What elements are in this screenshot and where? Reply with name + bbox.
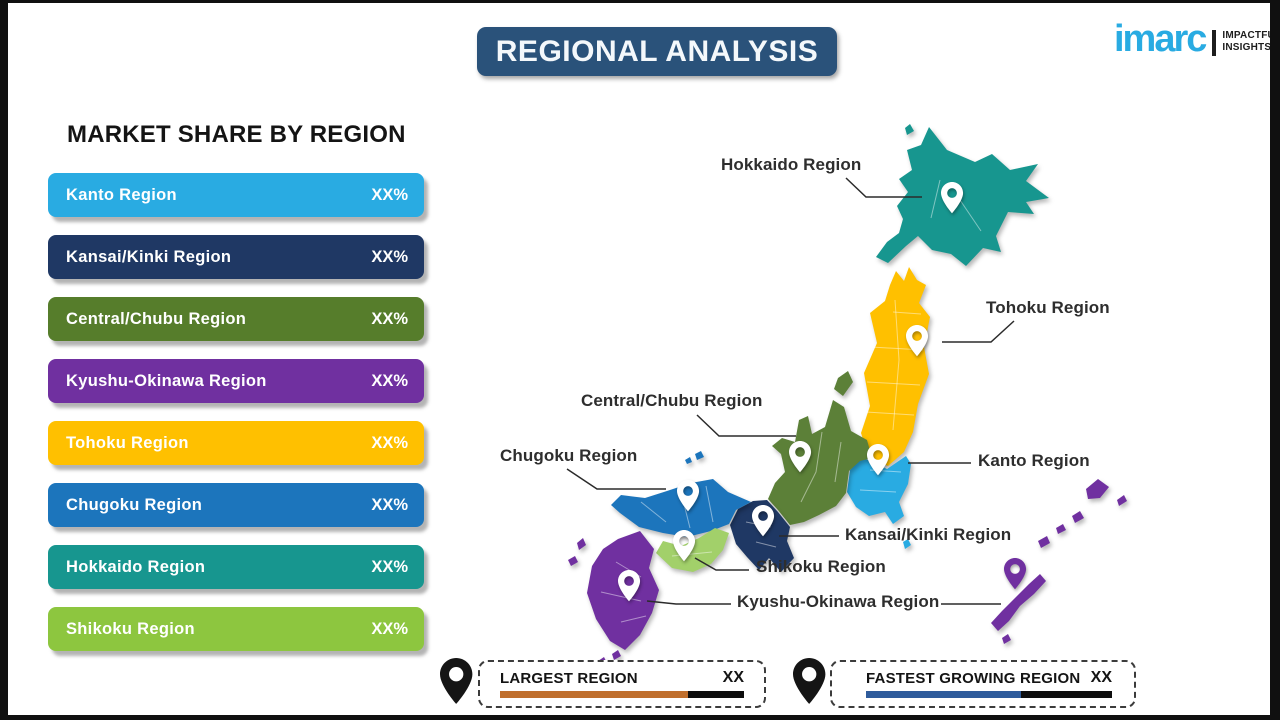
map-region-chugoku <box>611 451 751 537</box>
share-bar-shikoku: Shikoku Region XX% <box>48 607 424 651</box>
fastest-growing-value: XX <box>1090 669 1112 686</box>
largest-region-value: XX <box>722 669 744 686</box>
central-leader-line <box>696 414 796 437</box>
share-bar-hokkaido: Hokkaido Region XX% <box>48 545 424 589</box>
share-bar-value: XX% <box>371 247 408 266</box>
share-bar-label: Hokkaido Region <box>66 557 206 576</box>
fastest-growing-bar-fill <box>866 691 1021 698</box>
share-bar-label: Kansai/Kinki Region <box>66 247 232 266</box>
map-region-shikoku <box>656 528 729 572</box>
fastest-growing-bar <box>866 691 1112 698</box>
largest-region-bar <box>500 691 744 698</box>
logo-tagline: IMPACTFUL INSIGHTS <box>1222 30 1280 53</box>
share-bar-value: XX% <box>371 309 408 328</box>
map-label-shikoku: Shikoku Region <box>756 557 886 576</box>
share-bar-kyushu-okinawa: Kyushu-Okinawa Region XX% <box>48 359 424 403</box>
logo-divider <box>1212 30 1217 56</box>
map-label-tohoku: Tohoku Region <box>986 298 1110 317</box>
share-bar-label: Tohoku Region <box>66 433 189 452</box>
fastest-growing-label: FASTEST GROWING REGION <box>866 669 1081 687</box>
page-title: REGIONAL ANALYSIS <box>477 27 837 76</box>
imarc-logo: imarc IMPACTFUL INSIGHTS <box>1114 18 1280 60</box>
share-bar-value: XX% <box>371 557 408 576</box>
share-bar-central-chubu: Central/Chubu Region XX% <box>48 297 424 341</box>
fastest-growing-pin-icon <box>793 658 826 704</box>
share-bar-value: XX% <box>371 495 408 514</box>
share-bar-label: Central/Chubu Region <box>66 309 247 328</box>
map-label-kanto: Kanto Region <box>978 451 1090 470</box>
largest-region-card: LARGEST REGION XX <box>478 660 766 708</box>
tohoku-leader-line <box>942 320 1015 343</box>
share-bar-kansai: Kansai/Kinki Region XX% <box>48 235 424 279</box>
leader-lines <box>566 177 1015 605</box>
fastest-growing-card: FASTEST GROWING REGION XX <box>830 660 1136 708</box>
map-region-kanto <box>847 456 911 549</box>
market-share-heading: MARKET SHARE BY REGION <box>67 121 406 148</box>
share-bar-tohoku: Tohoku Region XX% <box>48 421 424 465</box>
share-bar-label: Chugoku Region <box>66 495 203 514</box>
map-region-kansai-kinki <box>730 500 794 572</box>
share-bar-chugoku: Chugoku Region XX% <box>48 483 424 527</box>
share-bar-value: XX% <box>371 433 408 452</box>
largest-region-bar-fill <box>500 691 688 698</box>
share-bar-value: XX% <box>371 185 408 204</box>
map-label-kansai-kinki: Kansai/Kinki Region <box>845 525 1012 544</box>
map-label-chugoku: Chugoku Region <box>500 446 638 465</box>
map-label-central-chubu: Central/Chubu Region <box>581 391 763 410</box>
map-region-central-chubu <box>768 371 872 525</box>
shikoku-leader-line <box>694 557 749 571</box>
map-region-tohoku <box>861 267 930 466</box>
page-title-text: REGIONAL ANALYSIS <box>495 34 819 68</box>
imarc-logo-wordmark: imarc <box>1114 18 1207 60</box>
largest-region-pin-icon <box>440 658 473 704</box>
share-bar-value: XX% <box>371 619 408 638</box>
okinawa-pin-icon <box>1004 558 1027 590</box>
share-bar-kanto: Kanto Region XX% <box>48 173 424 217</box>
largest-region-label: LARGEST REGION <box>500 669 638 687</box>
market-share-list: Kanto Region XX% Kansai/Kinki Region XX%… <box>48 173 424 669</box>
map-label-kyushu-okinawa: Kyushu-Okinawa Region <box>737 592 940 611</box>
kyushu-leader-line <box>646 600 731 605</box>
share-bar-value: XX% <box>371 371 408 390</box>
share-bar-label: Shikoku Region <box>66 619 195 638</box>
map-label-hokkaido: Hokkaido Region <box>721 155 862 174</box>
chugoku-leader-line <box>566 468 666 490</box>
share-bar-label: Kyushu-Okinawa Region <box>66 371 267 390</box>
hokkaido-leader-line <box>845 177 922 198</box>
share-bar-label: Kanto Region <box>66 185 177 204</box>
